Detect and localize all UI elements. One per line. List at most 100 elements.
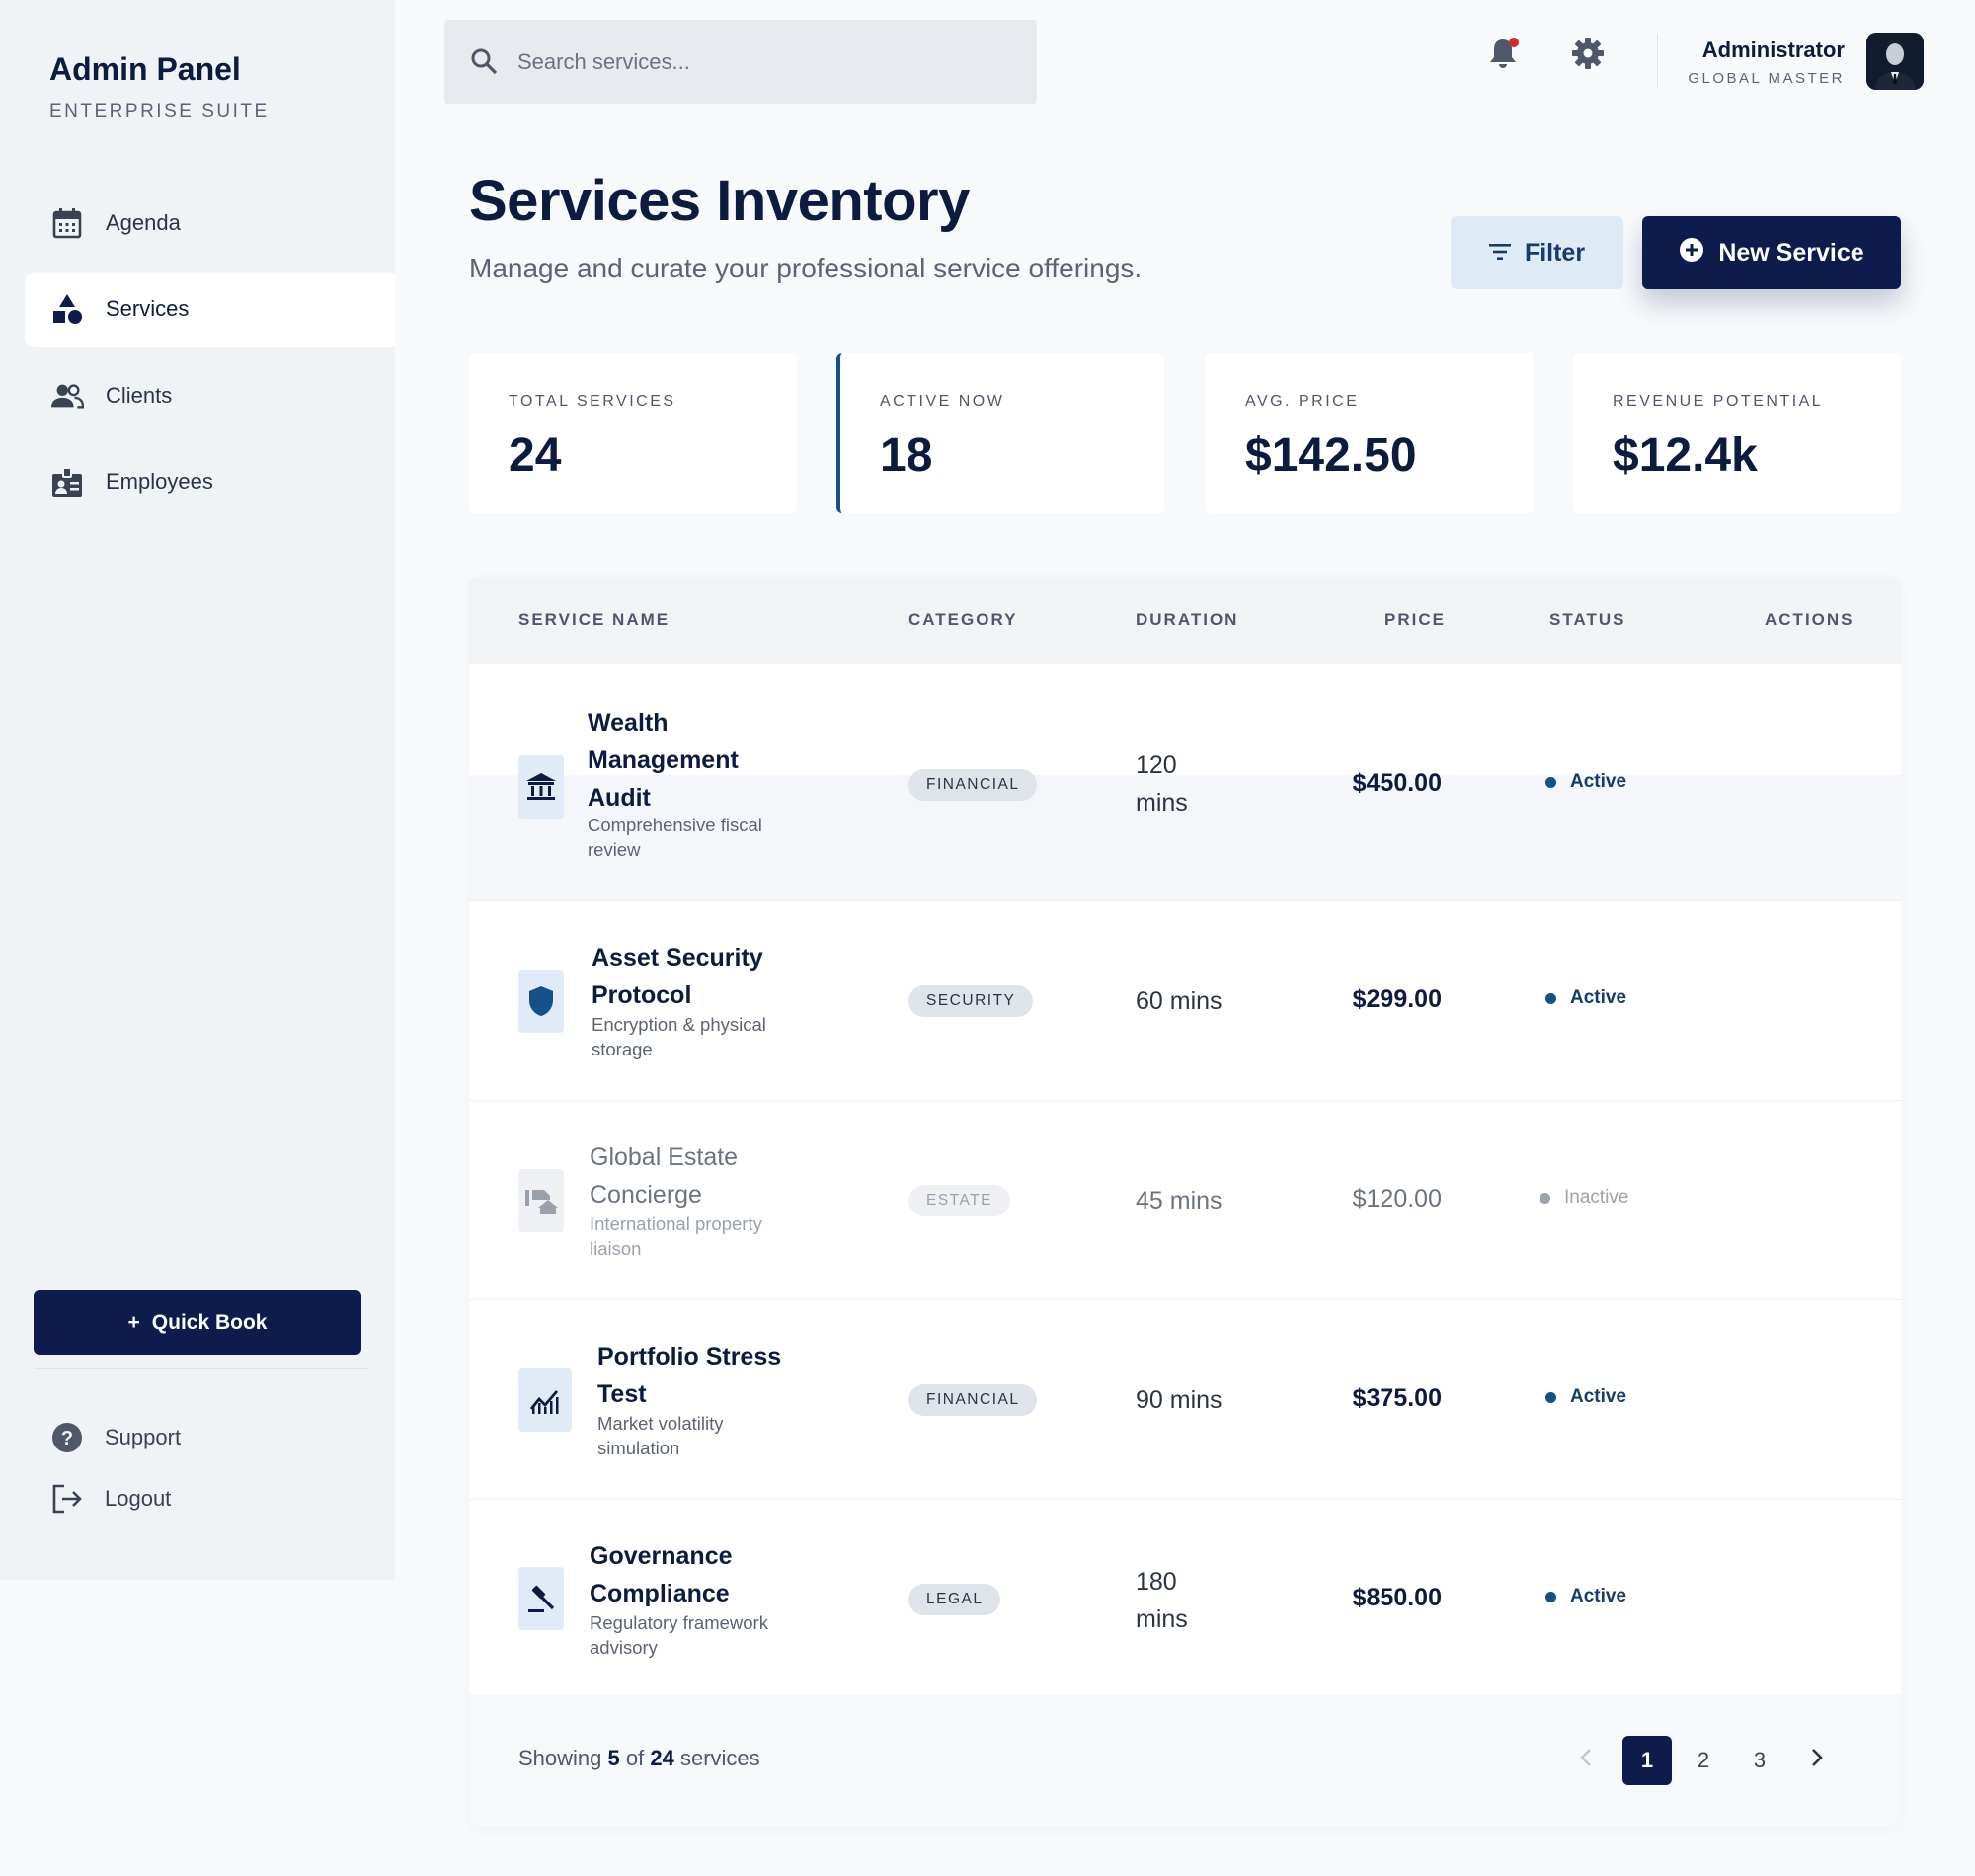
chevron-right-icon [1810,1748,1824,1773]
table-row[interactable]: Wealth Management Audit Comprehensive fi… [469,664,1901,900]
settings-button[interactable] [1570,37,1606,75]
stat-label: REVENUE POTENTIAL [1613,393,1824,410]
shapes-icon [50,292,84,326]
sidebar-item-label: Services [106,296,190,321]
service-name[interactable]: Asset Security Protocol [592,944,763,1009]
column-header-category[interactable]: CATEGORY [908,610,1018,629]
sidebar-item-agenda[interactable]: Agenda [25,186,395,260]
new-service-button[interactable]: New Service [1642,216,1901,289]
price: $450.00 [1352,769,1442,797]
service-description: Market volatility simulation [597,1413,724,1458]
page-button-3[interactable]: 3 [1753,1748,1767,1772]
service-description: International property liaison [590,1213,762,1259]
page-subtitle: Manage and curate your professional serv… [469,253,1143,283]
quick-book-label: Quick Book [151,1310,268,1334]
status-label: Inactive [1564,1187,1629,1208]
stat-label: ACTIVE NOW [880,393,1005,410]
filter-label: Filter [1524,238,1586,267]
sidebar-item-services[interactable]: Services [25,272,395,347]
duration: 120 mins [1136,751,1188,817]
sidebar-nav: Agenda Services Clients Employees [25,186,395,531]
service-name[interactable]: Portfolio Stress Test [597,1343,782,1408]
status-label: Active [1570,1386,1627,1407]
service-description: Regulatory framework advisory [590,1612,768,1658]
filter-button[interactable]: Filter [1451,216,1623,289]
service-name[interactable]: Global Estate Concierge [590,1143,739,1209]
column-header-price[interactable]: PRICE [1384,610,1446,629]
table-row[interactable]: Global Estate Concierge International pr… [469,1100,1901,1299]
status-dot [1545,1391,1556,1403]
services-table: SERVICE NAME CATEGORY DURATION PRICE STA… [469,577,1901,1827]
new-service-label: New Service [1718,238,1864,267]
real-estate-icon [518,1169,564,1232]
status-dot [1540,1192,1550,1204]
duration: 45 mins [1136,1187,1223,1214]
results-prefix: Showing [518,1746,602,1770]
column-header-duration[interactable]: DURATION [1136,610,1239,629]
support-label: Support [105,1425,182,1449]
badge-icon [50,465,84,499]
column-header-status[interactable]: STATUS [1549,610,1626,629]
page-button-2[interactable]: 2 [1697,1748,1710,1772]
avatar[interactable] [1866,33,1924,90]
category-badge: LEGAL [908,1584,1001,1615]
user-role: GLOBAL MASTER [1688,70,1845,87]
quick-book-button[interactable]: + Quick Book [34,1290,361,1355]
search-input[interactable] [517,48,991,75]
calendar-icon [50,206,84,240]
support-link[interactable]: ? Support [49,1420,181,1455]
svg-text:?: ? [61,1428,73,1449]
table-row[interactable]: Asset Security Protocol Encryption & phy… [469,900,1901,1100]
notifications-button[interactable] [1485,38,1521,73]
service-name[interactable]: Governance Compliance [590,1542,733,1607]
stat-card-avg-price: AVG. PRICE $142.50 [1206,353,1534,513]
stat-value: 24 [509,430,562,482]
service-name[interactable]: Wealth Management Audit [588,709,739,812]
category-badge: ESTATE [908,1185,1010,1216]
sidebar-item-label: Employees [106,469,213,494]
category-badge: SECURITY [908,985,1034,1017]
status-badge: Active [1545,1386,1626,1408]
service-description: Encryption & physical storage [592,1014,766,1059]
table-row[interactable]: Governance Compliance Regulatory framewo… [469,1499,1901,1694]
price: $375.00 [1352,1384,1442,1412]
results-total: 24 [650,1746,674,1770]
search-icon [470,47,500,77]
table-footer: Showing 5 of 24 services 1 2 3 [469,1694,1901,1827]
sidebar-item-employees[interactable]: Employees [25,445,395,519]
shield-icon [518,970,564,1033]
sidebar-item-label: Clients [106,382,173,408]
people-icon [50,379,84,413]
search-bar[interactable] [444,20,1037,104]
filter-icon [1488,239,1511,268]
results-summary: Showing 5 of 24 services [518,1746,760,1771]
page-title: Services Inventory [469,169,970,233]
plus-icon: + [127,1310,140,1334]
column-header-service-name[interactable]: SERVICE NAME [518,610,671,629]
page-button-1[interactable]: 1 [1622,1736,1672,1785]
price: $120.00 [1352,1185,1442,1212]
stat-value: 18 [880,430,933,482]
stat-card-total-services: TOTAL SERVICES 24 [469,353,797,513]
service-description: Comprehensive fiscal review [588,815,762,860]
status-badge: Inactive [1540,1187,1628,1209]
previous-page-button[interactable] [1561,1736,1611,1785]
next-page-button[interactable] [1792,1736,1842,1785]
table-header: SERVICE NAME CATEGORY DURATION PRICE STA… [469,577,1901,664]
sidebar-item-label: Agenda [106,209,181,235]
duration: 60 mins [1136,987,1223,1015]
results-of: of [625,1746,645,1770]
category-badge: FINANCIAL [908,769,1038,801]
logout-link[interactable]: Logout [49,1481,171,1517]
chevron-left-icon [1579,1748,1593,1773]
brand-title: Admin Panel [49,51,241,87]
stat-label: TOTAL SERVICES [509,393,676,410]
stat-card-active-now: ACTIVE NOW 18 [836,353,1164,513]
results-suffix: services [679,1746,760,1770]
status-dot [1545,776,1556,788]
logout-label: Logout [105,1486,172,1511]
table-row[interactable]: Portfolio Stress Test Market volatility … [469,1299,1901,1499]
sidebar-item-clients[interactable]: Clients [25,358,395,432]
gear-icon [1571,37,1605,75]
gavel-icon [518,1567,564,1630]
